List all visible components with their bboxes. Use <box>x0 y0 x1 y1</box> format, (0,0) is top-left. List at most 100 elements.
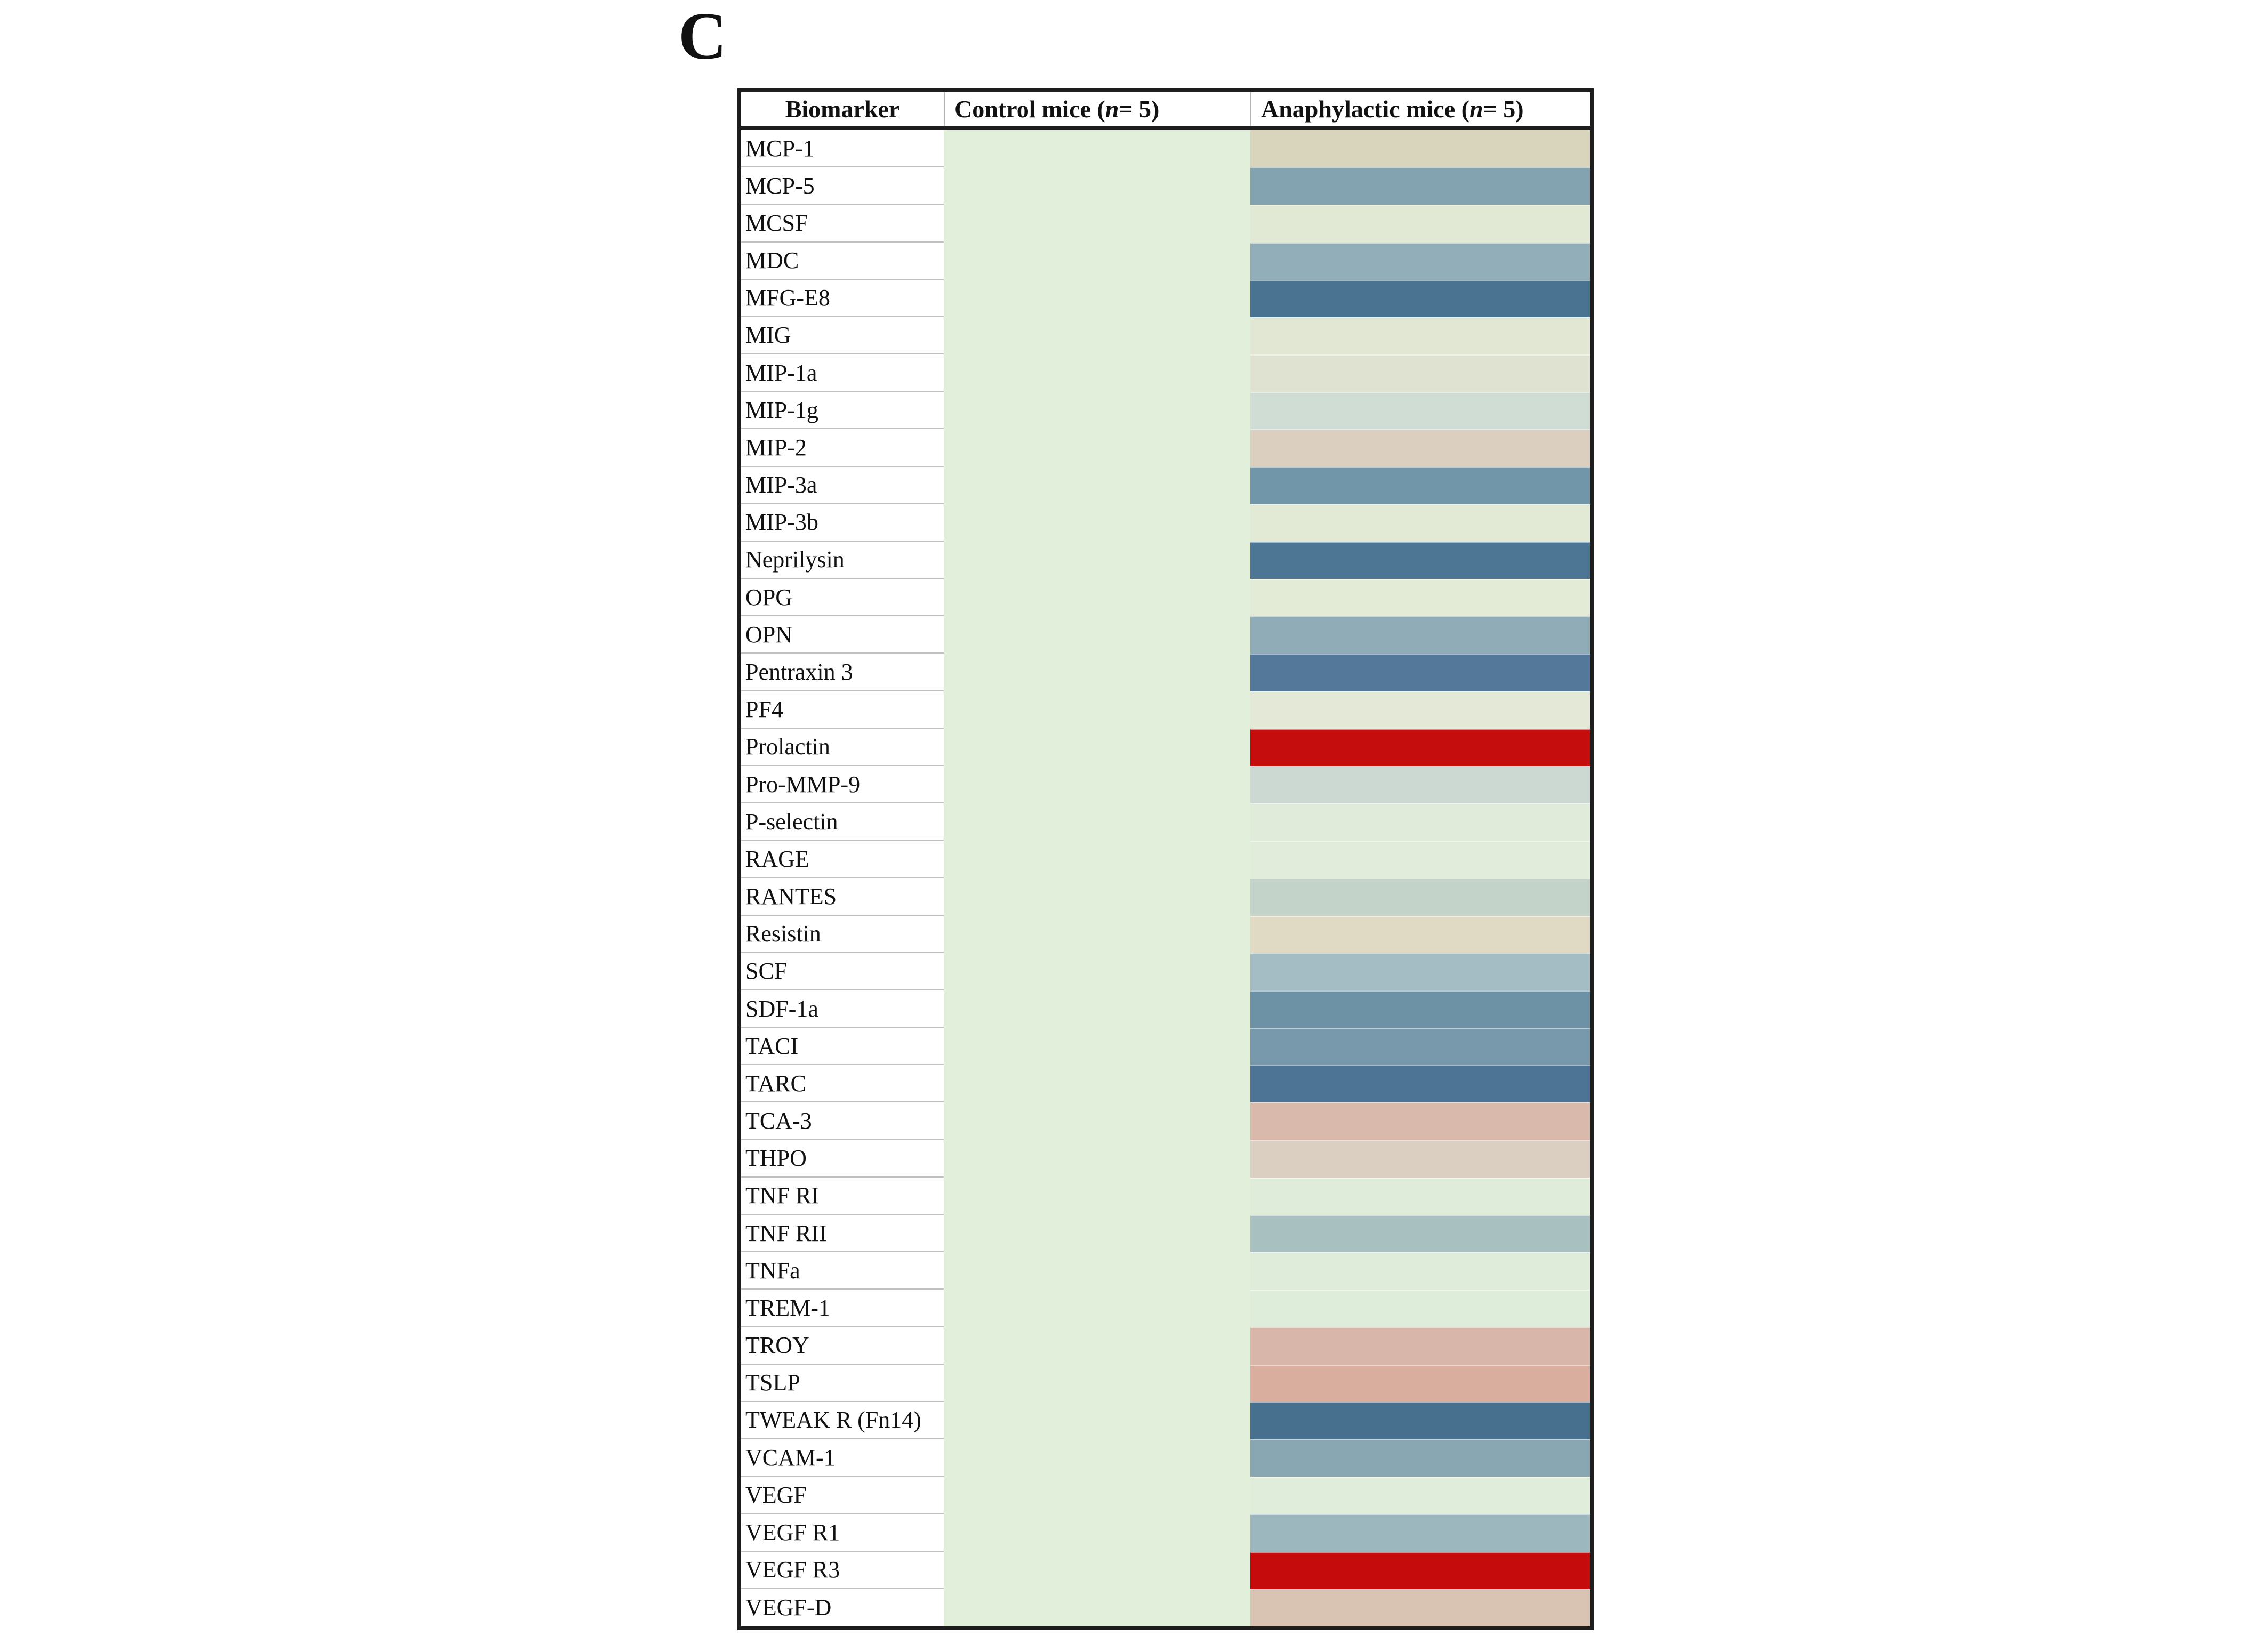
biomarker-label: TCA-3 <box>741 1102 944 1140</box>
biomarker-label: TNF RI <box>741 1177 944 1215</box>
biomarker-label: TNFa <box>741 1252 944 1290</box>
control-mice-cell <box>944 466 1250 504</box>
control-mice-cell <box>944 1290 1250 1327</box>
control-mice-cell <box>944 279 1250 317</box>
anaphylactic-mice-cell <box>1250 1514 1590 1552</box>
biomarker-label: THPO <box>741 1140 944 1178</box>
control-mice-cell <box>944 1102 1250 1140</box>
biomarker-label: Prolactin <box>741 728 944 766</box>
biomarker-label: VEGF <box>741 1477 944 1514</box>
anaphylactic-mice-cell <box>1250 616 1590 654</box>
table-row: VEGF-D <box>741 1589 1590 1626</box>
anaphylactic-mice-cell <box>1250 429 1590 467</box>
control-mice-cell <box>944 1401 1250 1440</box>
anaphylactic-mice-cell <box>1250 654 1590 691</box>
biomarker-label: P-selectin <box>741 803 944 841</box>
biomarker-label: SDF-1a <box>741 990 944 1028</box>
table-row: MIP-1a <box>741 354 1590 392</box>
table-row: VEGF R3 <box>741 1551 1590 1589</box>
anaphylactic-mice-cell <box>1250 130 1590 168</box>
control-mice-cell <box>944 392 1250 430</box>
biomarker-label: MFG-E8 <box>741 279 944 317</box>
table-body: MCP-1 MCP-5 MCSF MDC MFG-E8 MIG MIP-1a MIP-1g MI… <box>741 130 1590 1626</box>
biomarker-label: TACI <box>741 1028 944 1066</box>
biomarker-label: VEGF R1 <box>741 1514 944 1552</box>
anaphylactic-mice-cell <box>1250 1028 1590 1066</box>
biomarker-label: OPG <box>741 579 944 617</box>
anaphylactic-mice-cell <box>1250 1477 1590 1514</box>
table-row: Neprilysin <box>741 541 1590 579</box>
control-mice-cell <box>944 1252 1250 1290</box>
control-mice-cell <box>944 1589 1250 1626</box>
control-mice-cell <box>944 1551 1250 1589</box>
anaphylactic-mice-cell <box>1250 1252 1590 1290</box>
table-row: MDC <box>741 242 1590 280</box>
anaphylactic-mice-cell <box>1250 242 1590 280</box>
table-row: MIP-3a <box>741 466 1590 504</box>
table-row: VEGF R1 <box>741 1514 1590 1552</box>
control-mice-cell <box>944 167 1250 205</box>
table-row: RANTES <box>741 878 1590 916</box>
table-row: OPG <box>741 579 1590 617</box>
control-mice-cell <box>944 1364 1250 1402</box>
control-mice-cell <box>944 429 1250 467</box>
table-row: Prolactin <box>741 728 1590 766</box>
biomarker-label: Neprilysin <box>741 541 944 579</box>
control-mice-cell <box>944 915 1250 953</box>
table-row: RAGE <box>741 841 1590 879</box>
control-mice-cell <box>944 1439 1250 1477</box>
anaphylactic-mice-cell <box>1250 990 1590 1028</box>
header-control-mice: Control mice (n = 5) <box>944 92 1250 126</box>
control-mice-cell <box>944 803 1250 841</box>
anaphylactic-mice-cell <box>1250 1589 1590 1626</box>
anaphylactic-mice-cell <box>1250 878 1590 916</box>
control-mice-cell <box>944 504 1250 542</box>
biomarker-label: Pentraxin 3 <box>741 654 944 691</box>
table-row: TNF RII <box>741 1214 1590 1253</box>
control-mice-cell <box>944 990 1250 1028</box>
biomarker-label: SCF <box>741 953 944 990</box>
biomarker-label: MIP-2 <box>741 429 944 467</box>
control-mice-cell <box>944 242 1250 280</box>
biomarker-label: MCP-5 <box>741 167 944 205</box>
table-row: VEGF <box>741 1477 1590 1514</box>
anaphylactic-mice-cell <box>1250 1401 1590 1440</box>
control-mice-cell <box>944 1214 1250 1253</box>
anaphylactic-mice-cell <box>1250 953 1590 990</box>
anaphylactic-mice-cell <box>1250 279 1590 317</box>
table-row: THPO <box>741 1140 1590 1178</box>
control-mice-cell <box>944 354 1250 392</box>
table-row: MCSF <box>741 205 1590 243</box>
anaphylactic-mice-cell <box>1250 392 1590 430</box>
biomarker-label: VCAM-1 <box>741 1439 944 1477</box>
anaphylactic-mice-cell <box>1250 1439 1590 1477</box>
table-row: Pro-MMP-9 <box>741 765 1590 804</box>
control-mice-cell <box>944 728 1250 766</box>
table-row: MCP-5 <box>741 167 1590 205</box>
table-row: MIP-3b <box>741 504 1590 542</box>
anaphylactic-mice-cell <box>1250 728 1590 766</box>
control-mice-cell <box>944 953 1250 990</box>
table-row: Resistin <box>741 915 1590 953</box>
control-mice-cell <box>944 1514 1250 1552</box>
table-row: P-selectin <box>741 803 1590 841</box>
control-mice-cell <box>944 205 1250 243</box>
anaphylactic-mice-cell <box>1250 167 1590 205</box>
panel-label: C <box>678 0 727 74</box>
anaphylactic-mice-cell <box>1250 579 1590 617</box>
table-row: TREM-1 <box>741 1290 1590 1327</box>
anaphylactic-mice-cell <box>1250 691 1590 729</box>
biomarker-label: VEGF R3 <box>741 1551 944 1589</box>
control-mice-cell <box>944 1140 1250 1178</box>
anaphylactic-mice-cell <box>1250 765 1590 804</box>
control-mice-cell <box>944 1327 1250 1365</box>
table-row: TCA-3 <box>741 1102 1590 1140</box>
table-row: TNFa <box>741 1252 1590 1290</box>
biomarker-label: RAGE <box>741 841 944 879</box>
table-row: TACI <box>741 1028 1590 1066</box>
table-row: TARC <box>741 1065 1590 1103</box>
biomarker-label: MIP-3b <box>741 504 944 542</box>
control-mice-cell <box>944 130 1250 168</box>
anaphylactic-mice-cell <box>1250 1177 1590 1215</box>
